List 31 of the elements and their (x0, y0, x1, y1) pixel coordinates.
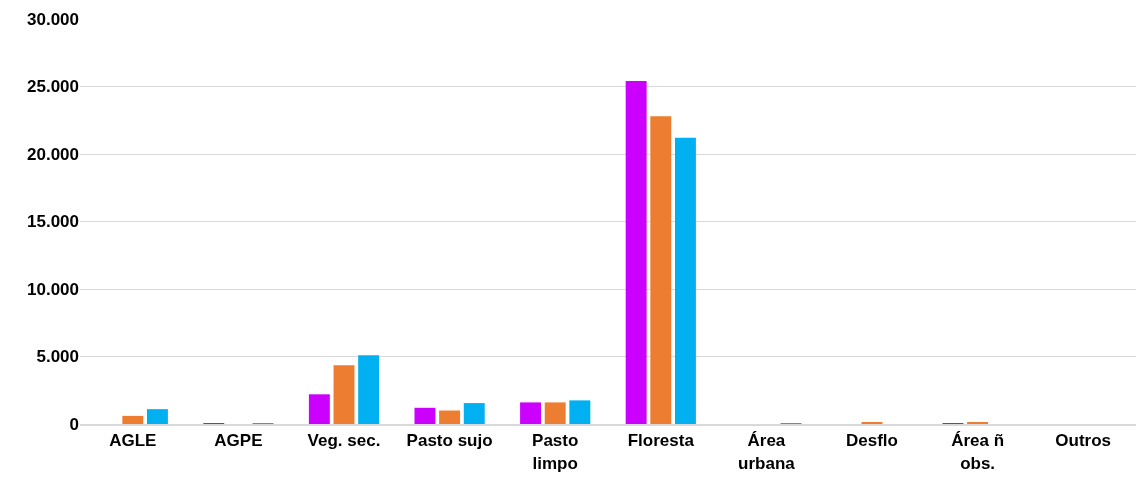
bar (544, 402, 566, 424)
x-tick-label: Pasto limpo (532, 431, 579, 473)
bar (463, 403, 485, 424)
x-tick-label: Área ñ obs. (951, 431, 1005, 473)
bar (146, 409, 168, 424)
y-tick-label: 15.000 (27, 212, 79, 232)
bar (625, 81, 647, 424)
bar (650, 116, 672, 424)
bar (520, 402, 542, 424)
x-tick-label: AGPE (214, 431, 263, 451)
x-tick-label: AGLE (109, 431, 157, 451)
x-tick-label: Desflo (846, 431, 898, 451)
x-tick-label: Pasto sujo (406, 431, 493, 451)
y-tick-label: 5.000 (36, 347, 79, 367)
bar (414, 407, 436, 424)
x-tick-label: Área urbana (738, 431, 796, 473)
bar (569, 400, 591, 424)
bar (674, 137, 696, 424)
bar (308, 394, 330, 424)
bar (358, 355, 380, 424)
bar (333, 365, 355, 424)
x-tick-label: Floresta (627, 431, 695, 451)
bar (122, 415, 144, 424)
y-tick-label: 0 (69, 414, 79, 434)
y-tick-label: 20.000 (27, 144, 79, 164)
y-tick-label: 10.000 (27, 279, 79, 299)
y-tick-label: 30.000 (27, 9, 79, 29)
y-tick-label: 25.000 (27, 77, 79, 97)
bar (439, 410, 461, 424)
x-tick-label: Veg. sec. (307, 431, 381, 451)
x-tick-label: Outros (1055, 431, 1112, 451)
